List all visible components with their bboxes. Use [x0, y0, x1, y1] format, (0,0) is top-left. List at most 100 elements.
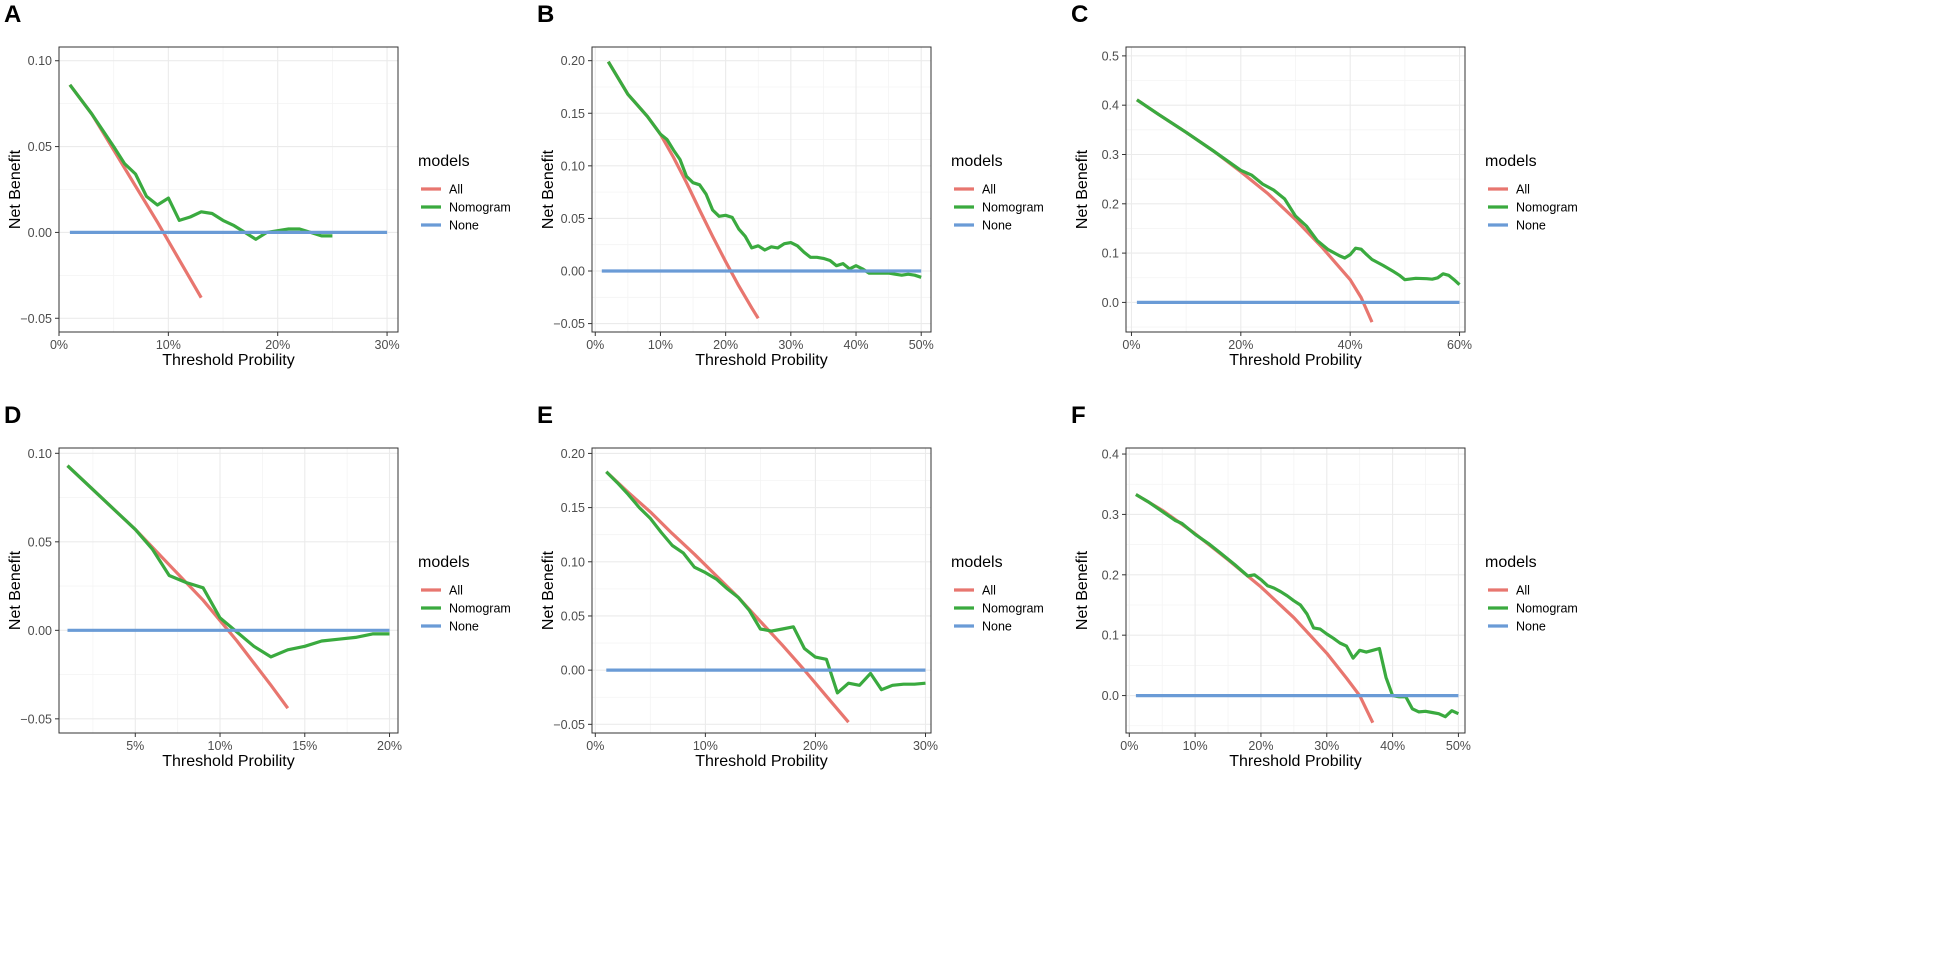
panel-a: A 0% 10% 20% 30% −0.05 0.00 0.05 0.10 Threshold P…	[4, 1, 511, 369]
series-line-all	[1136, 98, 1374, 323]
legend-label-all: All	[982, 584, 996, 598]
y-tick-label: 0.0	[1102, 296, 1119, 310]
x-tick-label: 0%	[1120, 739, 1138, 753]
panel-e: E 0% 10% 20% 30% −0.05 0.00 0.05 0.10 0.15 0.20 Thr…	[537, 402, 1044, 770]
x-tick-label: 50%	[1446, 739, 1471, 753]
x-tick-label: 5%	[126, 739, 144, 753]
y-tick-label: 0.00	[28, 226, 52, 240]
y-tick-label: 0.05	[561, 212, 585, 226]
x-tick-label: 10%	[648, 338, 673, 352]
legend-label-all: All	[449, 183, 463, 197]
y-axis-title: Net Benefit	[540, 149, 557, 229]
x-tick-label: 0%	[1122, 338, 1140, 352]
x-tick-label: 10%	[156, 338, 181, 352]
x-tick-label: 20%	[377, 739, 402, 753]
y-tick-label: −0.05	[20, 712, 52, 726]
panel-c: C 0% 20% 40% 60% 0.0 0.1 0.2 0.3 0.4 0.5 Threshold …	[1071, 1, 1578, 369]
series-line-nomogram	[66, 464, 390, 659]
panel-border	[591, 46, 932, 333]
legend-label-nomogram: Nomogram	[1516, 602, 1578, 616]
x-tick-label: 0%	[586, 338, 604, 352]
y-tick-label: 0.2	[1102, 568, 1119, 582]
legend-label-all: All	[449, 584, 463, 598]
legend: models All Nomogram None	[1485, 554, 1578, 634]
panel-letter-b: B	[537, 1, 554, 28]
legend-label-all: All	[982, 183, 996, 197]
x-tick-label: 40%	[1338, 338, 1363, 352]
y-tick-label: 0.05	[28, 140, 52, 154]
legend-label-nomogram: Nomogram	[449, 201, 511, 215]
x-axis-title: Threshold Probility	[162, 753, 295, 770]
legend-title: models	[418, 554, 470, 571]
y-tick-label: 0.4	[1102, 448, 1119, 462]
x-tick-label: 20%	[1228, 338, 1253, 352]
legend-label-none: None	[449, 620, 479, 634]
y-tick-label: 0.1	[1102, 629, 1119, 643]
legend-label-nomogram: Nomogram	[982, 602, 1044, 616]
x-tick-label: 15%	[292, 739, 317, 753]
y-tick-label: 0.05	[561, 609, 585, 623]
legend-label-none: None	[1516, 219, 1546, 233]
panel-d: D 5% 10% 15% 20% −0.05 0.00 0.05 0.10 Threshold P…	[4, 402, 511, 770]
y-tick-label: 0.3	[1102, 148, 1119, 162]
y-axis-title: Net Benefit	[540, 550, 557, 630]
x-axis-title: Threshold Probility	[1229, 753, 1362, 770]
x-tick-label: 30%	[913, 739, 938, 753]
y-tick-label: 0.15	[561, 501, 585, 515]
panel-letter-c: C	[1071, 1, 1088, 28]
y-tick-label: 0.00	[28, 624, 52, 638]
panel-border	[1125, 46, 1466, 333]
legend-title: models	[1485, 153, 1537, 170]
series-line-all	[605, 470, 850, 724]
legend: models All Nomogram None	[418, 153, 511, 233]
legend-label-nomogram: Nomogram	[1516, 201, 1578, 215]
y-tick-label: 0.15	[561, 107, 585, 121]
legend-title: models	[418, 153, 470, 170]
x-axis-title: Threshold Probility	[1229, 352, 1362, 369]
panel-b: B 0% 10% 20% 30% 40% 50% −0.05 0.00 0.05 0.10 0.15 0…	[537, 1, 1044, 369]
x-tick-label: 0%	[586, 739, 604, 753]
y-tick-label: 0.10	[561, 555, 585, 569]
legend: models All Nomogram None	[951, 554, 1044, 634]
y-axis-title: Net Benefit	[1074, 149, 1091, 229]
y-tick-label: 0.00	[561, 664, 585, 678]
legend-title: models	[951, 153, 1003, 170]
y-axis-title: Net Benefit	[1074, 550, 1091, 630]
y-tick-label: −0.05	[553, 317, 585, 331]
x-tick-label: 20%	[265, 338, 290, 352]
panel-letter-e: E	[537, 402, 553, 429]
x-tick-label: 10%	[693, 739, 718, 753]
series-line-all	[1135, 493, 1375, 724]
x-tick-label: 50%	[909, 338, 934, 352]
legend-label-none: None	[449, 219, 479, 233]
legend-label-nomogram: Nomogram	[982, 201, 1044, 215]
y-tick-label: 0.3	[1102, 508, 1119, 522]
legend-label-nomogram: Nomogram	[449, 602, 511, 616]
y-tick-label: 0.0	[1102, 689, 1119, 703]
x-tick-label: 10%	[208, 739, 233, 753]
panel-letter-f: F	[1071, 402, 1086, 429]
panel-f: F 0% 10% 20% 30% 40% 50% 0.0 0.1 0.2 0.3 0.4 Thresho…	[1071, 402, 1578, 770]
legend: models All Nomogram None	[418, 554, 511, 634]
x-tick-label: 60%	[1447, 338, 1472, 352]
legend-label-none: None	[982, 219, 1012, 233]
y-tick-label: 0.4	[1102, 99, 1119, 113]
y-tick-label: 0.05	[28, 535, 52, 549]
y-tick-label: 0.20	[561, 54, 585, 68]
y-tick-label: 0.20	[561, 447, 585, 461]
panel-letter-d: D	[4, 402, 21, 429]
y-tick-label: 0.10	[561, 159, 585, 173]
x-tick-label: 20%	[713, 338, 738, 352]
series-line-nomogram	[1135, 493, 1460, 719]
y-tick-label: 0.10	[28, 447, 52, 461]
x-tick-label: 30%	[778, 338, 803, 352]
x-tick-label: 20%	[803, 739, 828, 753]
y-tick-label: 0.1	[1102, 247, 1119, 261]
panel-border	[591, 447, 932, 734]
y-axis-title: Net Benefit	[7, 149, 24, 229]
y-axis-title: Net Benefit	[7, 550, 24, 630]
series-line-all	[606, 60, 760, 320]
series-line-nomogram	[1136, 98, 1461, 286]
x-axis-title: Threshold Probility	[162, 352, 295, 369]
legend-label-all: All	[1516, 183, 1530, 197]
